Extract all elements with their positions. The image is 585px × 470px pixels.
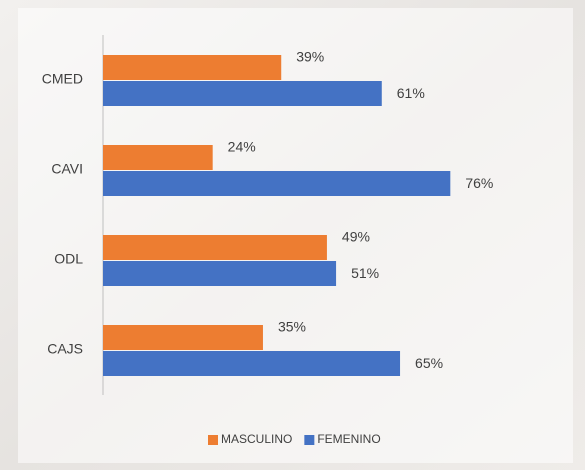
bar: [103, 325, 263, 350]
legend-label: MASCULINO: [221, 432, 292, 446]
bar: [103, 171, 450, 196]
bar: [103, 81, 382, 106]
value-label: 61%: [397, 85, 425, 101]
value-label: 51%: [351, 265, 379, 281]
value-label: 76%: [465, 175, 493, 191]
value-label: 49%: [342, 229, 370, 245]
value-label: 35%: [278, 319, 306, 335]
chart: CMED 39% 61% CAVI 24% 76% ODL 49% 51% CAJS 35% 65% M…: [0, 0, 585, 470]
legend-swatch: [304, 435, 314, 445]
y-tick-label: CAVI: [51, 161, 83, 177]
legend-label: FEMENINO: [317, 432, 380, 446]
bar: [103, 261, 336, 286]
bar: [103, 55, 281, 80]
value-label: 24%: [228, 139, 256, 155]
bar: [103, 145, 213, 170]
bar: [103, 235, 327, 260]
bar: [103, 351, 400, 376]
y-tick-label: CAJS: [47, 341, 83, 357]
legend-swatch: [208, 435, 218, 445]
y-tick-label: CMED: [42, 71, 83, 87]
value-label: 39%: [296, 49, 324, 65]
value-label: 65%: [415, 355, 443, 371]
y-tick-label: ODL: [54, 251, 83, 267]
